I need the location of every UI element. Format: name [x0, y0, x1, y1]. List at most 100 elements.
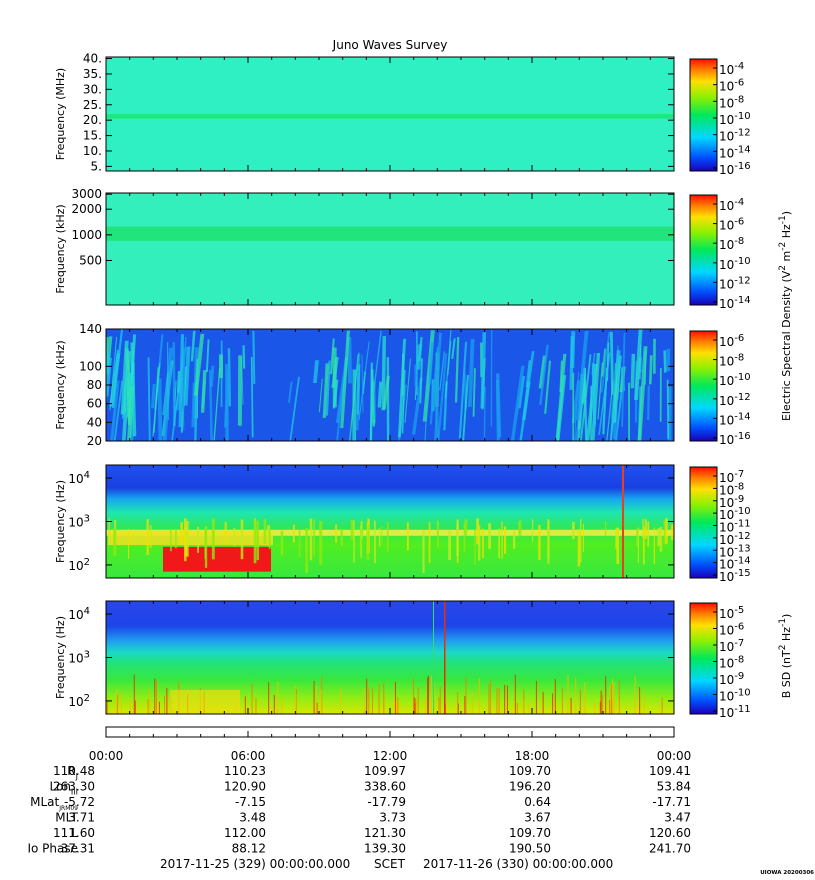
narrowband-line	[106, 529, 674, 536]
colorbar-tick-label: 10-15	[719, 568, 751, 584]
colorbar-tick-label: 10-8	[719, 655, 744, 671]
colorbar-tick-label: 10-4	[719, 197, 744, 213]
spectrogram-image	[106, 193, 674, 305]
time-label: 06:00	[231, 749, 266, 763]
colorbar-tick-label: 10-6	[719, 622, 744, 638]
ephemeris-value: 3.67	[524, 811, 551, 825]
time-label: 18:00	[515, 749, 550, 763]
spectrogram-background	[106, 193, 674, 305]
ephemeris-value: 241.70	[649, 842, 691, 856]
y-tick-label: 103	[68, 514, 90, 530]
ephemeris-value: 111.60	[53, 826, 95, 840]
colorbar	[689, 602, 718, 715]
colorbar-tick-label: 10-9	[719, 494, 744, 510]
footer-end-time: 2017-11-26 (330) 00:00:00.000	[423, 857, 613, 871]
ephemeris-row-label: RJ	[67, 764, 78, 781]
ephemeris-value: 139.30	[364, 842, 406, 856]
magnetic-density-label: B SD (nT2 Hz-1)	[778, 614, 793, 699]
colorbar-tick-label: 10-10	[719, 506, 751, 522]
y-tick-label: 30.	[83, 82, 102, 96]
time-label: 12:00	[373, 749, 408, 763]
ephemeris-row-label: MLT	[55, 811, 78, 825]
colorbar-tick-label: 10-7	[719, 469, 744, 485]
ephemeris-value: 112.00	[224, 826, 266, 840]
y-tick-label: 100	[79, 359, 102, 373]
colorbar-tick-label: 10-10	[719, 256, 751, 272]
y-tick-label: 500	[79, 253, 102, 267]
ephemeris-value: 338.60	[364, 780, 406, 794]
colorbar-tick-label: 10-6	[719, 217, 744, 233]
colorbar-tick-label: 10-10	[719, 111, 751, 127]
ephemeris-value: 3.47	[664, 811, 691, 825]
colorbar-tick-label: 10-6	[719, 78, 744, 94]
ephemeris-value: 109.70	[509, 826, 551, 840]
ephemeris-value: 190.50	[509, 842, 551, 856]
ephemeris-value: 110.23	[224, 764, 266, 778]
ephemeris-value: 120.60	[649, 826, 691, 840]
ephemeris-value: 53.84	[657, 780, 691, 794]
electric-density-label: Electric Spectral Density (V2 m-2 Hz-1)	[778, 211, 793, 421]
time-label: 00:00	[657, 749, 692, 763]
colorbar-tick-label: 10-11	[719, 519, 751, 535]
y-tick-label: 102	[68, 557, 90, 573]
y-axis-label: Frequency (Hz)	[54, 616, 67, 699]
footer-start-time: 2017-11-25 (329) 00:00:00.000	[160, 857, 350, 871]
emission-band	[106, 114, 674, 119]
colorbar-tick-label: 10-16	[719, 431, 751, 447]
ephemeris-value: 109.70	[509, 764, 551, 778]
y-axis-label: Frequency (MHz)	[54, 68, 67, 160]
ephemeris-value: -17.79	[367, 795, 406, 809]
colorbar-tick-label: 10-7	[719, 638, 744, 654]
time-label: 00:00	[89, 749, 124, 763]
colorbar-tick-label: 10-10	[719, 372, 751, 388]
ephemeris-value: 121.30	[364, 826, 406, 840]
colorbar-tick-label: 10-12	[719, 128, 751, 144]
figure-title: Juno Waves Survey	[332, 38, 448, 52]
ephemeris-value: -17.71	[652, 795, 691, 809]
y-tick-label: 104	[68, 470, 90, 486]
colorbar-tick-label: 10-5	[719, 605, 744, 621]
ephemeris-value: 109.41	[649, 764, 691, 778]
y-axis-label: Frequency (Hz)	[54, 480, 67, 563]
ephemeris-value: 263.30	[53, 780, 95, 794]
spectrogram-panel-3: 140 100 80 60 40 20 Frequency (kHz) 10-6 10-8 10-…	[54, 322, 751, 448]
colorbar-tick-label: 10-16	[719, 161, 751, 177]
emission-band	[106, 226, 674, 241]
ephemeris-value: 196.20	[509, 780, 551, 794]
colorbar-tick-label: 10-13	[719, 543, 751, 559]
y-tick-label: 2000	[71, 202, 102, 216]
spectrogram-image	[106, 465, 674, 578]
ephemeris-value: 88.12	[232, 842, 266, 856]
ephemeris-value: 3.71	[68, 811, 95, 825]
time-axis: 00:00 06:00 12:00 18:00 00:00	[89, 726, 692, 763]
y-tick-label: 1000	[71, 228, 102, 242]
y-tick-label: 102	[68, 693, 90, 709]
colorbar-tick-label: 10-14	[719, 556, 751, 572]
y-tick-label: 35.	[83, 67, 102, 81]
intense-emission	[163, 546, 271, 572]
ephemeris-row-label: Io Phase	[27, 842, 78, 856]
colorbar-tick-label: 10-8	[719, 236, 744, 252]
spectrogram-image	[106, 57, 674, 171]
y-tick-label: 40.	[83, 52, 102, 66]
ephemeris-row-label: LonIII	[50, 780, 79, 797]
ephemeris-value: -7.15	[235, 795, 266, 809]
spectrogram-image	[106, 601, 674, 714]
y-tick-label: 5.	[91, 159, 102, 173]
colorbar-tick-label: 10-4	[719, 61, 744, 77]
y-tick-label: 80	[87, 378, 102, 392]
ephemeris-value: 0.64	[524, 795, 551, 809]
y-tick-label: 15.	[83, 129, 102, 143]
y-axis-label: Frequency (kHz)	[54, 204, 67, 293]
y-tick-label: 25.	[83, 98, 102, 112]
colorbar-tick-label: 10-14	[719, 411, 751, 427]
y-tick-label: 140	[79, 322, 102, 336]
colorbar	[689, 330, 718, 442]
ephemeris-value: 109.97	[364, 764, 406, 778]
y-tick-label: 60	[87, 397, 102, 411]
